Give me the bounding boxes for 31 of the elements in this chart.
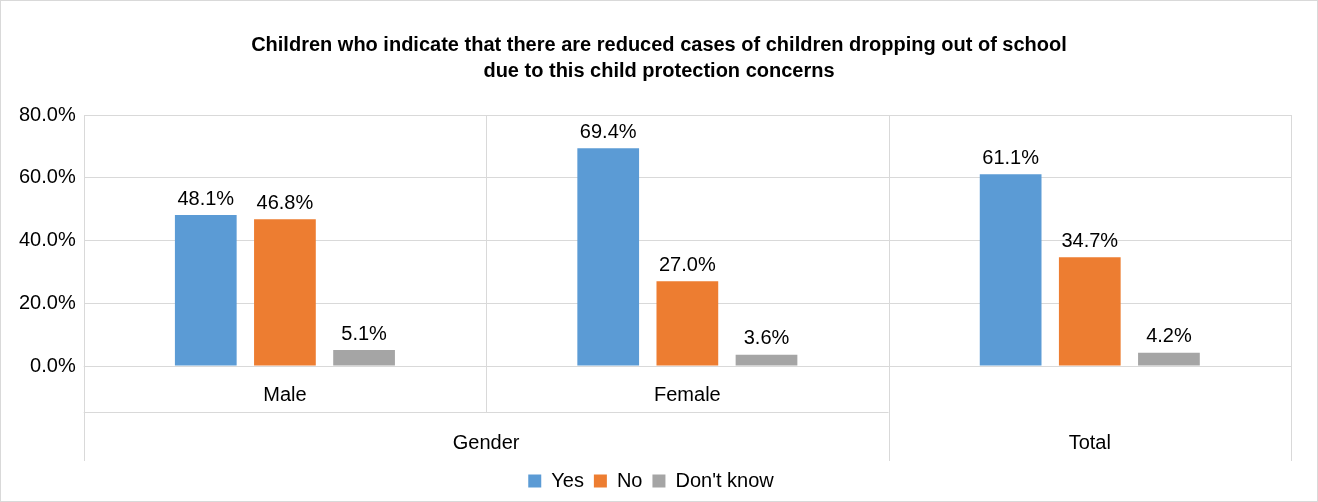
data-label: 46.8% <box>256 190 314 213</box>
data-label: 5.1% <box>341 321 388 344</box>
text: Total <box>1068 430 1111 453</box>
data-label: 69.4% <box>579 119 637 142</box>
bar <box>254 219 316 366</box>
x-tick-label: Female <box>654 382 721 405</box>
bar <box>577 148 640 366</box>
y-tick-label: 40.0% <box>18 228 76 251</box>
y-tick-label: 80.0% <box>18 102 76 125</box>
data-label: 3.6% <box>743 326 790 349</box>
data-label: 27.0% <box>659 252 716 275</box>
text: Gender <box>452 430 520 453</box>
bar <box>1058 257 1121 366</box>
bar <box>979 174 1042 366</box>
y-tick-label: 0.0% <box>30 353 76 376</box>
bar <box>1138 352 1200 366</box>
bar <box>174 215 237 366</box>
legend-label: No <box>616 468 643 491</box>
bar <box>735 354 798 366</box>
data-label: 34.7% <box>1061 228 1119 251</box>
y-tick-label: 60.0% <box>18 165 76 188</box>
bar <box>656 281 719 366</box>
legend-label: Don't know <box>675 468 775 491</box>
chart-title: Children who indicate that there are reduced cases of children dropping out of school due to this child protection concerns <box>250 32 1068 83</box>
x-tick-label: Male <box>263 382 307 405</box>
bar <box>333 350 395 366</box>
y-tick-label: 20.0% <box>18 290 76 313</box>
data-label: 61.1% <box>982 145 1040 168</box>
data-label: 48.1% <box>177 186 235 209</box>
data-label: 4.2% <box>1146 324 1192 347</box>
legend-label: Yes <box>551 468 584 491</box>
